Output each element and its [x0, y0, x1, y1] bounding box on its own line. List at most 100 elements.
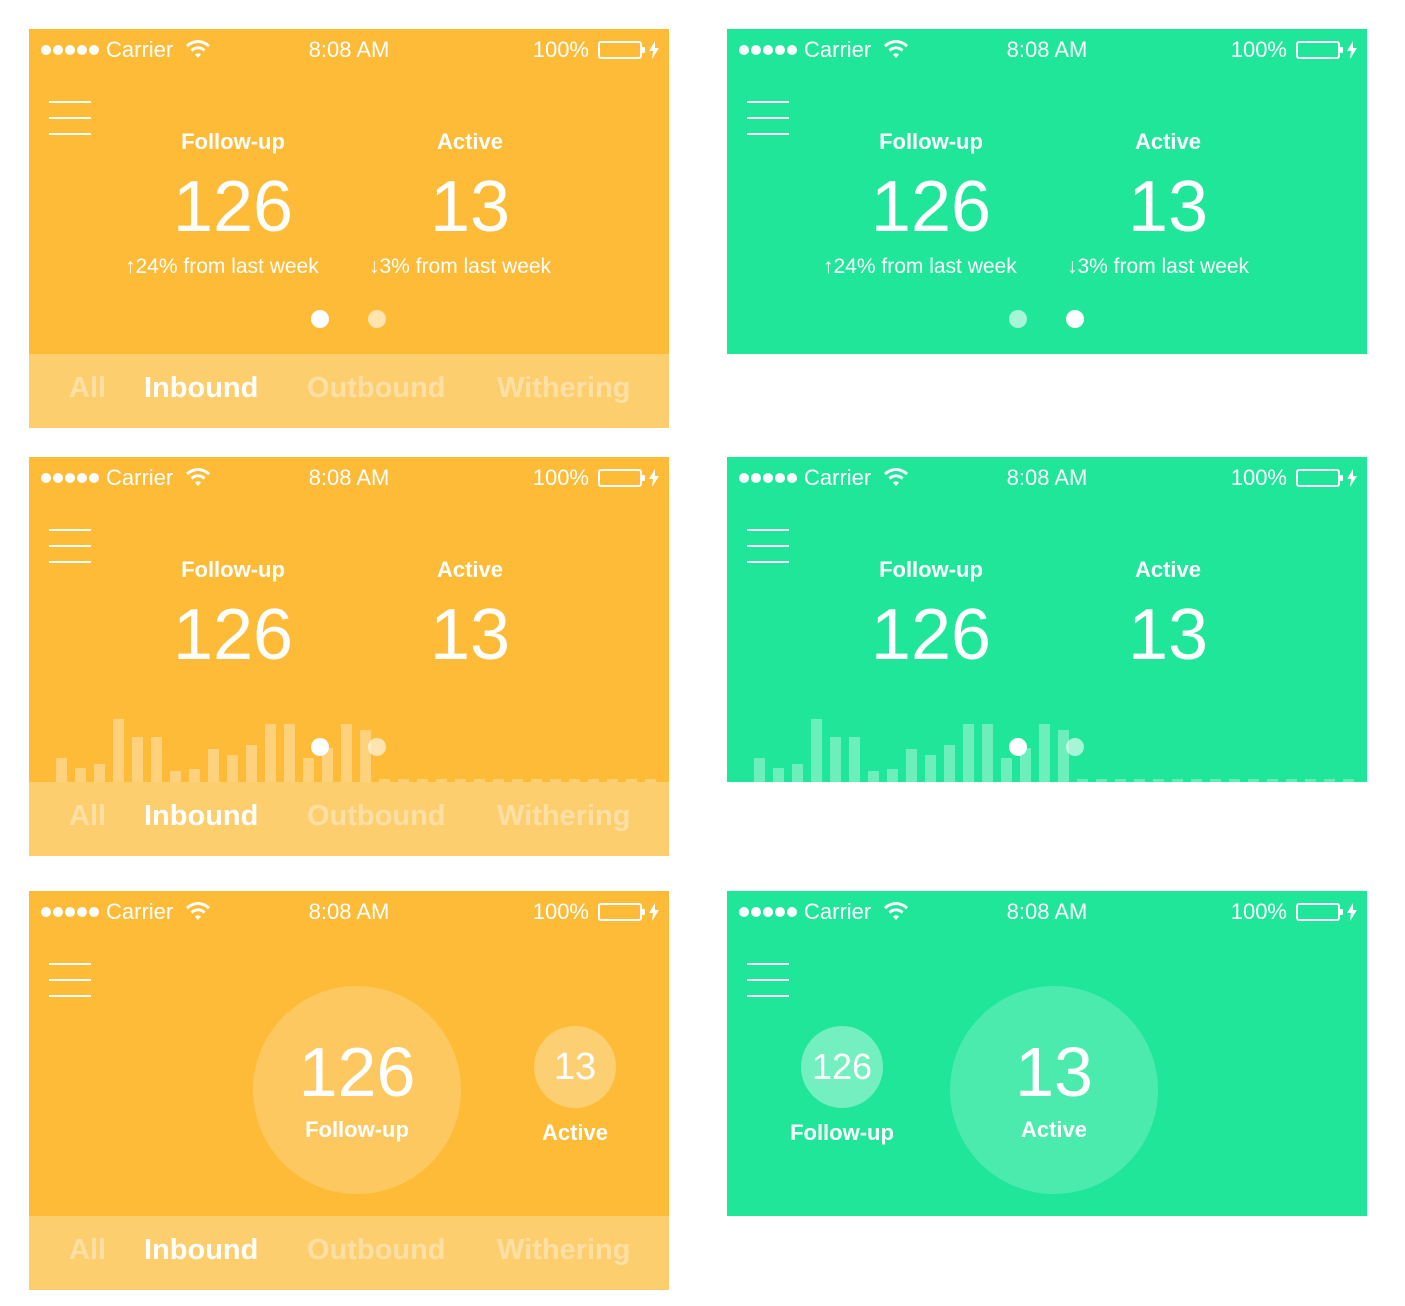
battery-icon: [598, 41, 645, 59]
chart-bar-1: [75, 768, 86, 782]
battery-icon: [1296, 903, 1343, 921]
chart-bar-20: [436, 779, 447, 782]
tab-withering[interactable]: Withering: [497, 800, 631, 832]
menu-icon[interactable]: [49, 101, 91, 135]
chart-bar-6: [868, 771, 879, 782]
chart-bar-10: [246, 745, 257, 782]
pager-dot-1[interactable]: [1009, 738, 1027, 756]
chart-bar-26: [550, 779, 561, 782]
followup-delta: ↑24% from last week: [823, 255, 1017, 278]
charging-icon: [1347, 903, 1357, 921]
pager-dot-2[interactable]: [1066, 738, 1084, 756]
menu-icon[interactable]: [747, 101, 789, 135]
battery-percent: 100%: [532, 899, 589, 924]
menu-icon[interactable]: [49, 529, 91, 563]
followup-label: Follow-up: [305, 1117, 409, 1142]
chart-bar-0: [754, 758, 765, 782]
chart-bar-12: [284, 724, 295, 782]
clock: 8:08 AM: [1006, 465, 1088, 490]
chart-bar-29: [607, 779, 618, 782]
arrow-down-icon: ↓: [1067, 255, 1078, 278]
chart-bar-3: [113, 719, 124, 782]
pager-dot-2[interactable]: [368, 738, 386, 756]
arrow-up-icon: ↑: [125, 255, 136, 278]
tab-all[interactable]: All: [69, 800, 107, 832]
active-bubble[interactable]: [534, 1026, 616, 1108]
chart-bar-6: [170, 771, 181, 782]
followup-value: 126: [870, 595, 992, 675]
tab-outbound[interactable]: Outbound: [307, 1234, 446, 1266]
tab-withering[interactable]: Withering: [497, 372, 631, 404]
battery-percent: 100%: [1230, 465, 1287, 490]
clock: 8:08 AM: [1006, 37, 1088, 62]
status-bar: Carrier 8:08 AM 100%: [29, 891, 669, 931]
carrier-label: Carrier: [804, 37, 872, 62]
chart-bar-0: [56, 758, 67, 782]
chart-bar-19: [1115, 779, 1126, 782]
tab-inbound[interactable]: Inbound: [144, 1234, 259, 1266]
followup-delta: ↑24% from last week: [125, 255, 319, 278]
status-bar: Carrier 8:08 AM 100%: [727, 891, 1367, 931]
status-bar: Carrier 8:08 AM 100%: [727, 29, 1367, 69]
pager-dot-1[interactable]: [1009, 310, 1027, 328]
chart-bar-15: [1039, 724, 1050, 782]
active-bubble[interactable]: [950, 986, 1158, 1194]
clock: 8:08 AM: [308, 899, 390, 924]
menu-icon[interactable]: [747, 963, 789, 997]
chart-bar-31: [645, 779, 656, 782]
menu-icon[interactable]: [747, 529, 789, 563]
wifi-icon: [884, 40, 909, 58]
chart-bar-17: [379, 779, 390, 782]
tab-all[interactable]: All: [69, 372, 107, 404]
clock: 8:08 AM: [308, 37, 390, 62]
pager-dot-2[interactable]: [368, 310, 386, 328]
chart-bar-7: [887, 769, 898, 782]
battery-icon: [598, 903, 645, 921]
active-value: 13: [1127, 595, 1209, 675]
panel-followup-stats: Carrier 8:08 AM 100% Follow-up 126 ↑24% …: [29, 29, 669, 428]
charging-icon: [649, 903, 659, 921]
pager-dot-2[interactable]: [1066, 310, 1084, 328]
panel-active-bubbles: Carrier 8:08 AM 100% 126 Follow-up 13 Ac…: [727, 891, 1367, 1216]
pager-dot-1[interactable]: [311, 310, 329, 328]
chart-bar-1: [773, 768, 784, 782]
followup-label: Follow-up: [181, 129, 285, 154]
chart-bar-14: [322, 748, 333, 782]
followup-value: 126: [172, 167, 294, 247]
wifi-icon: [186, 902, 211, 920]
tab-inbound[interactable]: Inbound: [144, 800, 259, 832]
arrow-up-icon: ↑: [823, 255, 834, 278]
tab-withering[interactable]: Withering: [497, 1234, 631, 1266]
menu-icon[interactable]: [49, 963, 91, 997]
carrier-label: Carrier: [106, 37, 174, 62]
chart-bar-7: [189, 769, 200, 782]
active-value: 13: [429, 595, 511, 675]
activity-bar-chart: [56, 719, 656, 782]
active-value: 13: [429, 167, 511, 247]
tab-outbound[interactable]: Outbound: [307, 800, 446, 832]
chart-bar-14: [1020, 748, 1031, 782]
tab-outbound[interactable]: Outbound: [307, 372, 446, 404]
tab-all[interactable]: All: [69, 1234, 107, 1266]
followup-bubble[interactable]: [253, 986, 461, 1194]
chart-bar-17: [1077, 779, 1088, 782]
signal-icon: [41, 473, 99, 483]
chart-bar-30: [1324, 779, 1335, 782]
activity-bar-chart: [754, 719, 1354, 782]
chart-bar-8: [906, 749, 917, 782]
followup-bubble[interactable]: [801, 1026, 883, 1108]
chart-bar-24: [1210, 779, 1221, 782]
active-delta: ↓3% from last week: [369, 255, 552, 278]
battery-icon: [1296, 41, 1343, 59]
signal-icon: [739, 473, 797, 483]
chart-bar-11: [963, 724, 974, 782]
chart-bar-22: [474, 779, 485, 782]
chart-bar-3: [811, 719, 822, 782]
chart-bar-8: [208, 749, 219, 782]
pager-dot-1[interactable]: [311, 738, 329, 756]
tab-inbound[interactable]: Inbound: [144, 372, 259, 404]
chart-bar-21: [455, 779, 466, 782]
chart-bar-18: [398, 779, 409, 782]
carrier-label: Carrier: [804, 465, 872, 490]
signal-icon: [739, 907, 797, 917]
